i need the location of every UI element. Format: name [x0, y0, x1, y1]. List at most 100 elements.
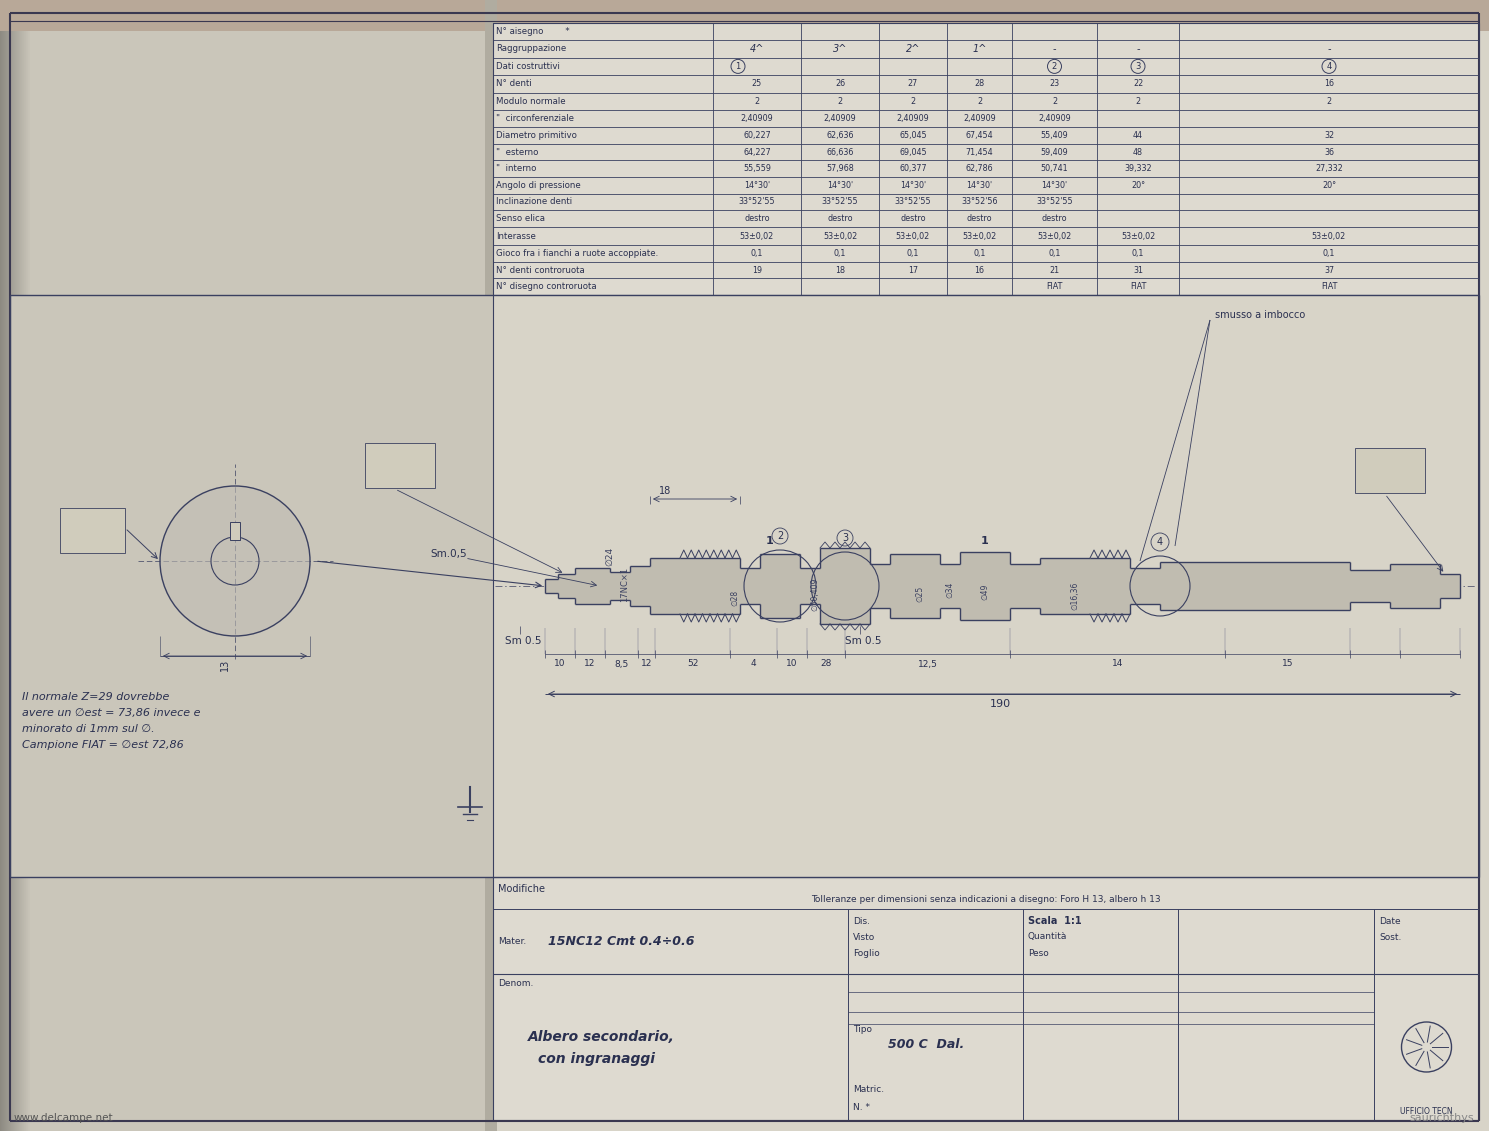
Bar	[493, 877, 1479, 1120]
Text: 59,409: 59,409	[1041, 148, 1069, 157]
Text: 36: 36	[1324, 148, 1334, 157]
Bar	[490, 0, 1489, 1131]
Text: Modifiche: Modifiche	[497, 884, 545, 893]
Bar	[545, 579, 558, 593]
Text: saurichthys: saurichthys	[1410, 1113, 1474, 1123]
Text: 2,40909: 2,40909	[823, 114, 856, 123]
Text: 0,1: 0,1	[907, 249, 919, 258]
Text: 4^: 4^	[750, 44, 764, 54]
Text: Sm 0.5: Sm 0.5	[505, 636, 542, 646]
Text: destro: destro	[828, 214, 853, 223]
Text: 2: 2	[1327, 97, 1331, 106]
Text: 55,559: 55,559	[743, 164, 771, 173]
Text: smusso a imbocco: smusso a imbocco	[1215, 310, 1306, 320]
Text: Gioco fra i fianchi a ruote accoppiate.: Gioco fra i fianchi a ruote accoppiate.	[496, 249, 658, 258]
Text: Peso: Peso	[1027, 949, 1048, 958]
Text: 19: 19	[752, 266, 762, 275]
Text: Matric.: Matric.	[853, 1086, 884, 1095]
Text: 17,000: 17,000	[1358, 468, 1395, 477]
Text: Foglio: Foglio	[853, 949, 880, 958]
Text: 2^: 2^	[905, 44, 920, 54]
Bar	[0, 0, 1489, 31]
Bar	[485, 0, 497, 1131]
Text: 17,000: 17,000	[368, 464, 405, 473]
Text: 53±0,02: 53±0,02	[1312, 232, 1346, 241]
Text: 3: 3	[841, 533, 849, 543]
Text: 48: 48	[1133, 148, 1144, 157]
Text: N. *: N. *	[853, 1104, 870, 1113]
Text: 31: 31	[1133, 266, 1144, 275]
Text: 27: 27	[908, 79, 919, 88]
Bar	[890, 554, 940, 618]
Text: Dis.: Dis.	[853, 916, 870, 925]
Bar	[1010, 564, 1039, 608]
Text: 15NC12 Cmt 0.4÷0.6: 15NC12 Cmt 0.4÷0.6	[548, 935, 694, 948]
Text: 14°30': 14°30'	[1041, 181, 1068, 190]
Text: N° disegno controruota: N° disegno controruota	[496, 283, 597, 291]
Text: 55,409: 55,409	[1041, 131, 1069, 140]
Text: 23: 23	[1050, 79, 1060, 88]
Bar	[493, 23, 1479, 295]
Text: 71,454: 71,454	[966, 148, 993, 157]
Text: 8,5: 8,5	[615, 659, 628, 668]
Text: Inclinazione denti: Inclinazione denti	[496, 198, 572, 206]
Text: 17NC×1: 17NC×1	[621, 567, 630, 602]
Text: 3: 3	[1135, 62, 1141, 71]
Text: 2,40909: 2,40909	[896, 114, 929, 123]
Text: 62,636: 62,636	[826, 131, 853, 140]
Text: Il normale Z=29 dovrebbe: Il normale Z=29 dovrebbe	[22, 692, 170, 702]
Text: FIAT: FIAT	[1047, 283, 1063, 291]
Text: FIAT: FIAT	[1130, 283, 1147, 291]
Text: 2: 2	[755, 97, 759, 106]
Text: avere un ∅est = 73,86 invece e: avere un ∅est = 73,86 invece e	[22, 708, 201, 718]
Text: -: -	[1327, 44, 1331, 54]
Text: 65,045: 65,045	[899, 131, 926, 140]
Bar	[558, 575, 575, 598]
Text: Sm 0.5: Sm 0.5	[844, 636, 881, 646]
Text: 53±0,02: 53±0,02	[962, 232, 996, 241]
Text: 53±0,02: 53±0,02	[896, 232, 931, 241]
Text: Date: Date	[1379, 916, 1401, 925]
Text: 21: 21	[1050, 266, 1060, 275]
Text: N° denti: N° denti	[496, 79, 532, 88]
Text: 2: 2	[1136, 97, 1141, 106]
Bar	[1039, 558, 1090, 614]
Text: con ingranaggi: con ingranaggi	[538, 1052, 655, 1067]
Text: 0,1: 0,1	[1132, 249, 1144, 258]
Bar	[610, 572, 630, 601]
Text: 4 B11: 4 B11	[63, 513, 97, 524]
Text: 18: 18	[835, 266, 844, 275]
Text: destro: destro	[901, 214, 926, 223]
Text: 39,332: 39,332	[1124, 164, 1152, 173]
Text: 18: 18	[658, 486, 672, 497]
Text: 4: 4	[1157, 537, 1163, 547]
Text: 28: 28	[974, 79, 984, 88]
Text: 53±0,02: 53±0,02	[740, 232, 774, 241]
Text: 3^: 3^	[832, 44, 847, 54]
Text: 20°: 20°	[1322, 181, 1336, 190]
Text: Visto: Visto	[853, 932, 876, 941]
Bar	[1440, 575, 1461, 598]
Text: Mater.: Mater.	[497, 936, 526, 946]
Bar	[229, 523, 240, 539]
Text: FIAT: FIAT	[1321, 283, 1337, 291]
Bar	[0, 0, 490, 1131]
Text: 2,40909: 2,40909	[1038, 114, 1071, 123]
Text: www.delcampe.net: www.delcampe.net	[13, 1113, 113, 1123]
Bar	[651, 558, 680, 614]
Text: 2: 2	[1051, 97, 1057, 106]
Text: 0,1: 0,1	[1048, 249, 1060, 258]
Text: 28: 28	[820, 659, 832, 668]
Text: 12: 12	[640, 659, 652, 668]
Text: UFFICIO TECN: UFFICIO TECN	[1400, 1107, 1453, 1116]
Circle shape	[159, 486, 310, 636]
Text: 17: 17	[908, 266, 919, 275]
Bar	[740, 568, 759, 604]
Text: Dati costruttivi: Dati costruttivi	[496, 62, 560, 71]
Text: destro: destro	[1042, 214, 1068, 223]
Text: -: -	[1136, 44, 1139, 54]
Text: 25: 25	[752, 79, 762, 88]
Text: 1^: 1^	[972, 44, 987, 54]
Text: 60,227: 60,227	[743, 131, 771, 140]
Text: minorato di 1mm sul ∅.: minorato di 1mm sul ∅.	[22, 724, 155, 734]
